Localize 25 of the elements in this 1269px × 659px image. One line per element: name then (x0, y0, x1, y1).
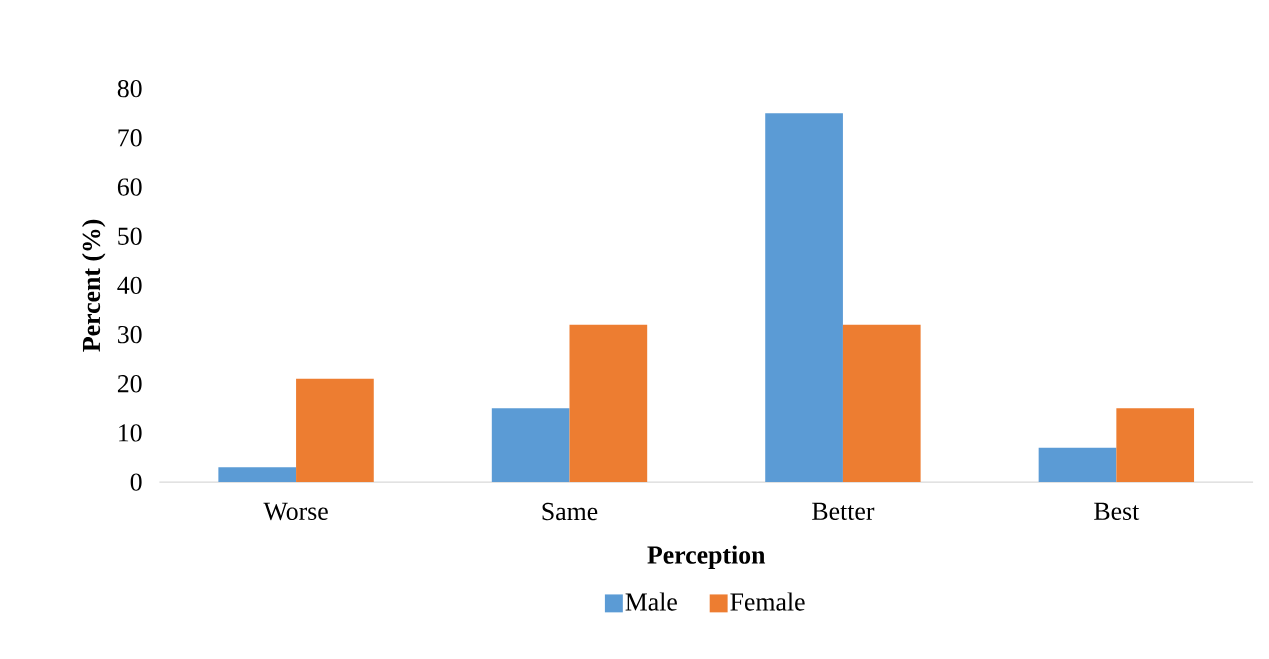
x-tick-label: Worse (263, 502, 328, 520)
bar (296, 378, 374, 482)
y-tick-label: 20 (117, 374, 142, 393)
y-tick-label: 40 (117, 276, 142, 294)
y-tick-label: 30 (118, 325, 142, 344)
y-tick-label: 70 (118, 128, 142, 147)
x-axis-title: Perception (647, 545, 766, 569)
bar (218, 467, 297, 482)
x-tick-label: Better (812, 502, 875, 520)
bar (569, 324, 648, 482)
bar (1038, 447, 1117, 482)
y-tick-label: 10 (119, 424, 142, 442)
y-tick-label: 60 (117, 178, 142, 196)
y-tick-label: 50 (118, 227, 142, 245)
bar (842, 324, 921, 482)
bar (765, 113, 843, 482)
legend-label: Male (625, 592, 677, 611)
x-tick-label: Same (542, 502, 598, 520)
legend-label: Female (730, 592, 805, 611)
y-tick-label: 80 (117, 79, 142, 98)
x-tick-label: Best (1094, 502, 1140, 520)
bar (491, 408, 570, 482)
y-tick-label: 0 (130, 473, 142, 491)
y-axis-title: Percent (%) (81, 219, 106, 352)
bar (1116, 408, 1195, 482)
